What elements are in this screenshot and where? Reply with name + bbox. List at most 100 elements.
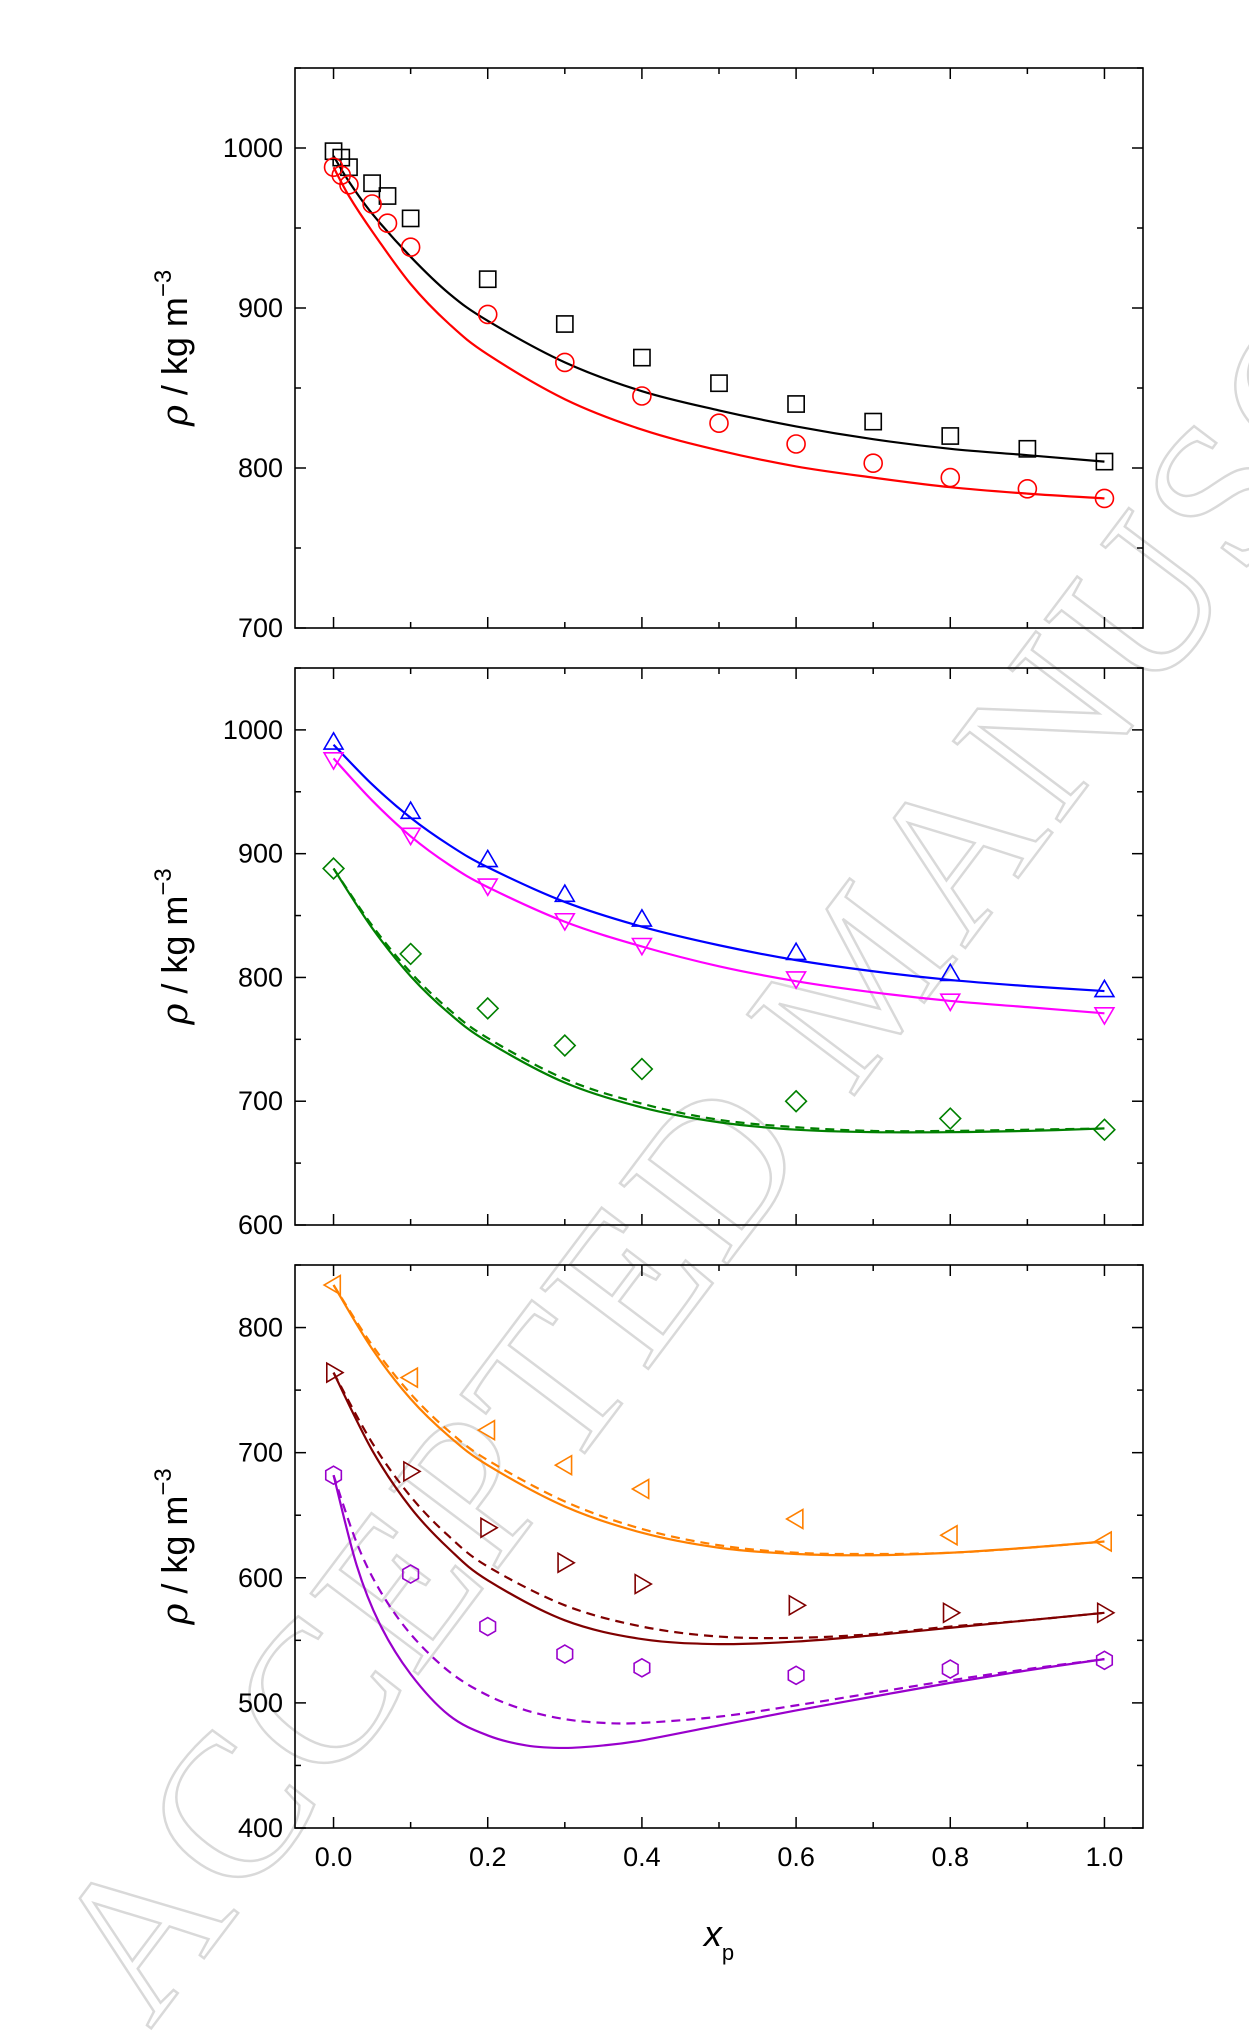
dashed-line-series-1 [332,1284,1105,1556]
chart-panel-3: 400 500 600 700 800 0.0 0.2 0.4 0.6 0.8 1.0 ρ / kg … [150,1264,1144,1965]
y-axis-unit: / kg m [154,1496,195,1604]
triangle-left-marker [1093,1530,1112,1553]
y-tick-label: 900 [238,839,283,869]
square-marker [1095,452,1114,471]
triangle-up-marker [322,731,345,750]
diamond-marker [630,1057,654,1081]
plot-frame [294,67,1144,629]
hexagon-marker [633,1657,651,1678]
hexagon-marker [787,1665,805,1686]
x-tick-label: 0.2 [469,1842,507,1872]
circle-marker [709,413,729,434]
diamond-marker [322,857,346,881]
x-axis-symbol: x [702,1913,724,1954]
triangle-down-marker [399,827,422,847]
x-tick-label: 0.0 [315,1842,353,1872]
triangle-right-marker [1096,1601,1116,1624]
circle-marker [400,237,421,257]
circle-marker [632,386,652,406]
triangle-right-marker [788,1594,808,1617]
triangle-left-marker [785,1508,804,1530]
y-tick-label: 900 [238,293,283,323]
y-tick-label: 800 [238,1313,283,1343]
dashed-line-series-3 [332,1474,1105,1725]
triangle-right-marker [480,1516,499,1539]
y-axis-unit: / kg m [154,297,195,405]
solid-line-series-2 [332,1372,1105,1646]
chart-panel-2: 600 700 800 900 1000 ρ / kg m−3 [150,667,1144,1240]
y-tick-label: 400 [238,1813,283,1843]
y-tick-label: 600 [238,1210,283,1240]
hexagon-marker [556,1644,574,1665]
circle-marker [477,304,498,325]
y-axis-exponent: −3 [150,868,177,895]
y-tick-label: 700 [238,1438,283,1468]
y-tick-label: 1000 [223,133,283,163]
triangle-down-marker [631,937,653,957]
y-axis-title: ρ / kg m−3 [150,270,196,428]
triangle-up-marker [476,848,499,868]
triangle-left-marker [630,1478,650,1500]
circle-marker [940,467,961,488]
solid-line-series-1 [332,155,1105,463]
square-marker [864,412,883,431]
triangle-down-marker [553,912,576,932]
y-axis-exponent: −3 [150,270,177,297]
solid-line-series-1 [332,1284,1105,1557]
square-marker [401,209,420,228]
square-marker [941,427,960,445]
hexagon-marker [1095,1650,1114,1671]
x-axis-subscript: p [722,1940,734,1965]
triangle-down-marker [476,878,499,897]
y-tick-label: 1000 [223,715,283,745]
circle-marker [339,175,359,195]
y-tick-label: 800 [238,962,283,992]
square-marker [710,374,728,393]
diamond-marker [399,942,423,966]
chart-panel-1: 700 800 900 1000 ρ / kg m−3 [150,67,1144,643]
y-axis-exponent: −3 [150,1468,177,1495]
y-tick-label: 700 [238,613,283,643]
y-axis-unit: / kg m [154,896,195,1004]
solid-line-series-3 [332,1474,1105,1750]
triangle-left-marker [322,1274,342,1296]
square-marker [378,187,397,205]
y-tick-label: 600 [238,1563,283,1593]
circle-marker [362,194,382,214]
hexagon-marker [402,1564,420,1584]
triangle-left-marker [399,1366,419,1389]
triangle-up-marker [1093,978,1116,998]
triangle-left-marker [553,1454,573,1477]
hexagon-marker [941,1659,959,1680]
square-marker [555,315,574,333]
y-axis-symbol: ρ [155,1604,196,1626]
diamond-marker [784,1089,808,1113]
dashed-line-series-3 [332,867,1105,1133]
triangle-down-marker [322,752,345,771]
square-marker [1018,439,1037,458]
x-tick-label: 0.6 [777,1842,815,1872]
square-marker [787,395,805,413]
y-axis-symbol: ρ [155,405,196,427]
square-marker [478,270,497,289]
y-tick-label: 700 [238,1086,283,1116]
circle-marker [863,453,883,474]
hexagon-marker [324,1465,343,1486]
x-axis-title: xp [702,1913,734,1965]
solid-line-series-2 [332,166,1105,500]
y-tick-label: 500 [238,1688,283,1718]
triangle-up-marker [399,800,422,820]
triangle-down-marker [1093,1007,1116,1026]
triangle-up-marker [553,883,576,903]
solid-line-series-3 [332,867,1105,1134]
y-tick-label: 800 [238,453,283,483]
diamond-marker [938,1107,962,1131]
triangle-right-marker [325,1361,345,1384]
y-axis-title: ρ / kg m−3 [150,1468,196,1626]
triangle-right-marker [942,1601,962,1624]
triangle-down-marker [785,971,807,990]
triangle-up-marker [631,908,653,927]
diamond-marker [1092,1118,1116,1142]
diamond-marker [553,1034,577,1058]
